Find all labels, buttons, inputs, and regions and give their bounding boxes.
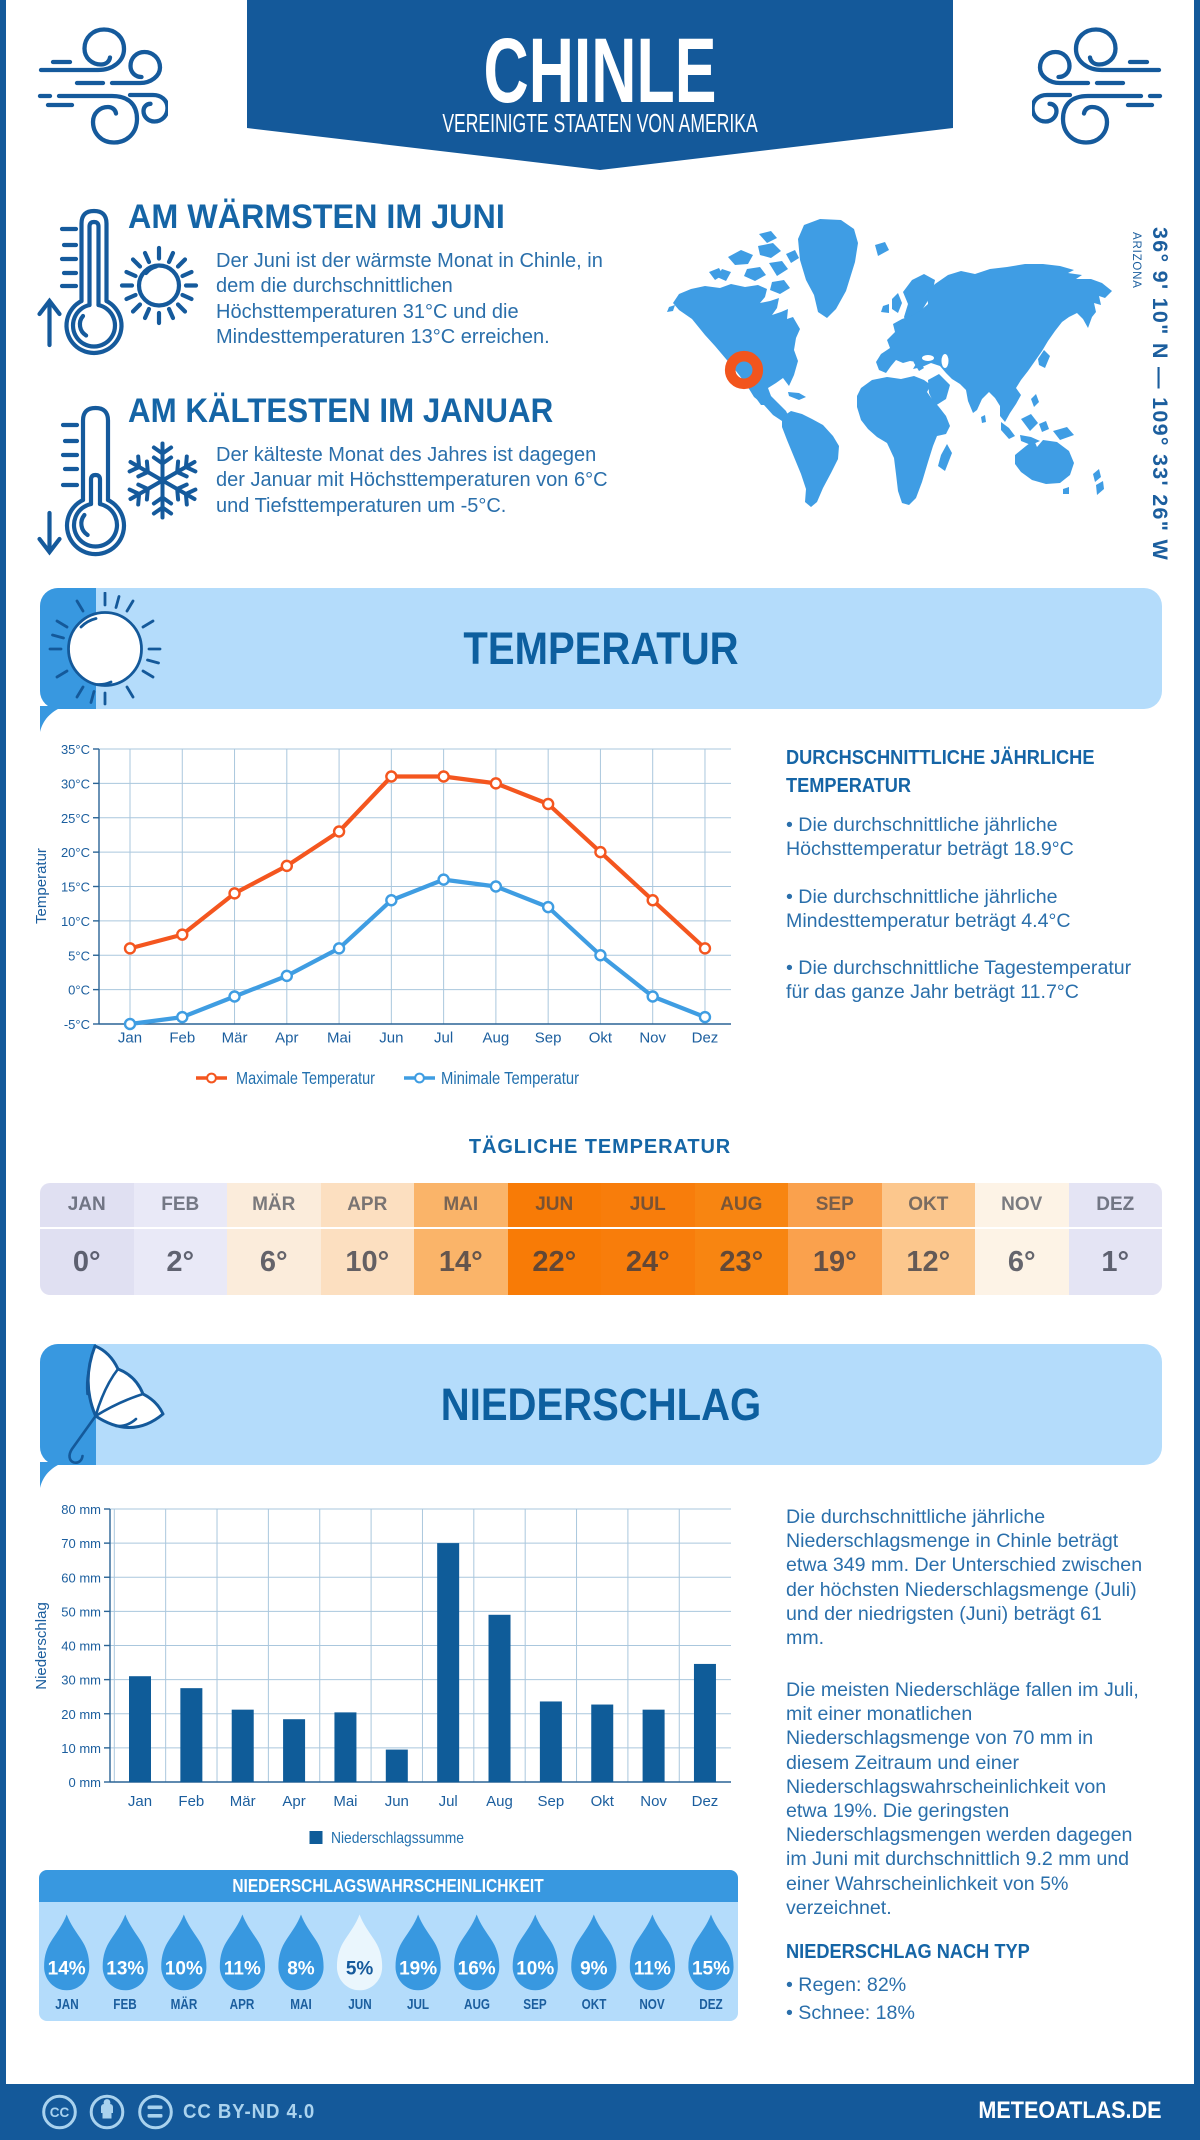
svg-text:10%: 10% [516, 1959, 554, 1980]
svg-text:Minimale Temperatur: Minimale Temperatur [441, 1068, 579, 1088]
svg-text:Dez: Dez [692, 1793, 719, 1810]
svg-text:Jun: Jun [385, 1793, 409, 1810]
svg-text:Dez: Dez [692, 1030, 719, 1047]
svg-text:Jan: Jan [118, 1030, 142, 1047]
svg-text:20°C: 20°C [61, 845, 90, 860]
svg-text:Nov: Nov [640, 1793, 667, 1810]
svg-text:40 mm: 40 mm [61, 1639, 101, 1654]
svg-text:Jul: Jul [434, 1030, 453, 1047]
svg-text:Apr: Apr [282, 1793, 305, 1810]
svg-text:0 mm: 0 mm [69, 1775, 102, 1790]
svg-text:20 mm: 20 mm [61, 1707, 101, 1722]
svg-text:50 mm: 50 mm [61, 1604, 101, 1619]
svg-text:80 mm: 80 mm [61, 1502, 101, 1517]
svg-text:10°C: 10°C [61, 914, 90, 929]
svg-text:Okt: Okt [589, 1030, 613, 1047]
svg-text:15°C: 15°C [61, 880, 90, 895]
svg-text:Jun: Jun [379, 1030, 403, 1047]
svg-text:Mär: Mär [222, 1030, 248, 1047]
svg-text:10%: 10% [165, 1959, 203, 1980]
svg-text:5%: 5% [346, 1959, 374, 1980]
svg-text:Maximale Temperatur: Maximale Temperatur [236, 1068, 375, 1088]
svg-text:9%: 9% [580, 1959, 608, 1980]
svg-text:Apr: Apr [275, 1030, 298, 1047]
svg-text:11%: 11% [224, 1959, 261, 1980]
svg-text:25°C: 25°C [61, 811, 90, 826]
svg-text:Jan: Jan [128, 1793, 152, 1810]
svg-text:Mai: Mai [333, 1793, 357, 1810]
svg-text:Niederschlagssumme: Niederschlagssumme [331, 1830, 464, 1847]
svg-text:15%: 15% [692, 1959, 730, 1980]
svg-text:11%: 11% [634, 1959, 671, 1980]
svg-text:Temperatur: Temperatur [33, 848, 50, 924]
svg-text:Jul: Jul [439, 1793, 458, 1810]
svg-text:Mär: Mär [230, 1793, 256, 1810]
svg-text:60 mm: 60 mm [61, 1570, 101, 1585]
svg-text:CC: CC [50, 2105, 70, 2120]
svg-text:30 mm: 30 mm [61, 1673, 101, 1688]
svg-text:19%: 19% [399, 1959, 437, 1980]
svg-text:Aug: Aug [483, 1030, 510, 1047]
svg-text:13%: 13% [106, 1959, 144, 1980]
svg-text:Sep: Sep [538, 1793, 565, 1810]
svg-text:16%: 16% [458, 1959, 496, 1980]
svg-text:Feb: Feb [169, 1030, 195, 1047]
svg-text:Mai: Mai [327, 1030, 351, 1047]
svg-text:70 mm: 70 mm [61, 1536, 101, 1551]
svg-text:5°C: 5°C [68, 948, 90, 963]
svg-text:Nov: Nov [639, 1030, 666, 1047]
svg-text:8%: 8% [287, 1959, 315, 1980]
svg-text:Okt: Okt [591, 1793, 615, 1810]
svg-text:Aug: Aug [486, 1793, 513, 1810]
svg-text:10 mm: 10 mm [61, 1741, 101, 1756]
svg-text:Sep: Sep [535, 1030, 562, 1047]
svg-text:-5°C: -5°C [64, 1017, 90, 1032]
svg-text:14%: 14% [48, 1959, 86, 1980]
svg-text:35°C: 35°C [61, 742, 90, 757]
svg-text:Niederschlag: Niederschlag [33, 1602, 50, 1690]
svg-text:0°C: 0°C [68, 983, 90, 998]
svg-text:30°C: 30°C [61, 776, 90, 791]
svg-text:Feb: Feb [178, 1793, 204, 1810]
